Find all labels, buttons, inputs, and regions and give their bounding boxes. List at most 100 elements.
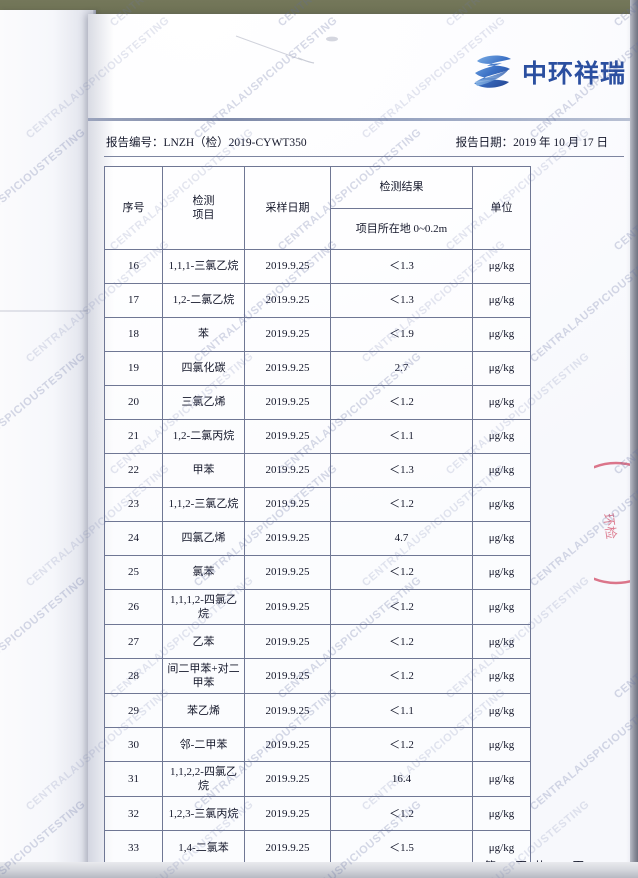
row-item: 三氯乙烯 [162,385,245,420]
row-no: 28 [104,658,163,695]
row-result: ＜1.3 [330,283,473,318]
row-no: 18 [104,317,163,352]
row-date: 2019.9.25 [244,487,331,522]
row-item: 四氯化碳 [162,351,245,386]
stylized-z-swoosh-logo-icon [473,55,511,88]
row-item: 苯乙烯 [162,693,245,729]
row-date: 2019.9.25 [244,521,331,556]
row-result: ＜1.2 [330,588,473,626]
row-item: 邻-二甲苯 [162,727,245,763]
row-result: ＜1.2 [330,658,473,695]
row-unit: μg/kg [472,419,531,454]
table-row: 19 四氯化碳 2019.9.25 2.7 μg/kg [104,351,531,386]
header-date: 采样日期 [244,166,331,250]
row-no: 30 [104,727,163,763]
row-unit: μg/kg [472,555,531,590]
row-unit: μg/kg [472,249,531,284]
row-unit: μg/kg [472,351,531,386]
row-date: 2019.9.25 [244,555,331,590]
report-number: 报告编号：LNZH（检）2019-CYWT350 [106,137,307,149]
row-result: ＜1.2 [330,624,473,660]
row-unit: μg/kg [472,624,531,660]
row-no: 29 [104,693,163,729]
row-no: 24 [104,521,163,556]
row-item: 乙苯 [162,624,245,660]
row-unit: μg/kg [472,693,531,729]
row-no: 23 [104,487,163,522]
row-date: 2019.9.25 [244,830,331,866]
row-result: ＜1.2 [330,487,473,522]
table-row: 33 1,4-二氯苯 2019.9.25 ＜1.5 μg/kg [104,830,531,866]
table-row: 26 1,1,1,2-四氯乙烷 2019.9.25 ＜1.2 μg/kg [104,588,531,626]
row-unit: μg/kg [472,317,531,352]
table-row: 30 邻-二甲苯 2019.9.25 ＜1.2 μg/kg [104,727,531,763]
company-logo: 中环祥瑞 [471,52,626,92]
row-item: 1,1,2-三氯乙烷 [162,487,245,522]
table-row: 21 1,2-二氯丙烷 2019.9.25 ＜1.1 μg/kg [104,419,531,454]
row-item: 甲苯 [162,453,245,488]
row-result: ＜1.2 [330,555,473,590]
document-content: 中环祥瑞 报告编号：LNZH（检）2019-CYWT350 报告日期：2019 … [88,14,638,878]
table-header: 序号 检测 项目 采样日期 检测结果 单位 项目所在地 0~0.2m [104,166,531,250]
table-row: 28 间二甲苯+对二甲苯 2019.9.25 ＜1.2 μg/kg [104,658,531,695]
row-no: 26 [104,588,163,626]
table-row: 29 苯乙烯 2019.9.25 ＜1.1 μg/kg [104,693,531,729]
row-no: 31 [104,761,163,798]
row-no: 32 [104,796,163,832]
svg-text:环检: 环检 [600,512,618,540]
page-bottom-edge [0,862,638,878]
report-date: 报告日期：2019 年 10 月 17 日 [455,137,608,149]
row-no: 17 [104,283,163,318]
row-no: 22 [104,453,163,488]
header-unit: 单位 [472,166,531,250]
row-result: ＜1.3 [330,453,473,488]
row-item: 间二甲苯+对二甲苯 [162,658,245,695]
row-result: ＜1.2 [330,727,473,763]
row-unit: μg/kg [472,487,531,522]
row-date: 2019.9.25 [244,658,331,695]
row-result: ＜1.2 [330,385,473,420]
header-rule [88,118,638,121]
meta-underline [104,156,624,157]
page-fold-line [0,310,96,312]
table-row: 31 1,1,2,2-四氯乙烷 2019.9.25 16.4 μg/kg [104,761,531,798]
row-item: 四氯乙烯 [162,521,245,556]
table-row: 23 1,1,2-三氯乙烷 2019.9.25 ＜1.2 μg/kg [104,487,531,522]
row-result: ＜1.9 [330,317,473,352]
header-no: 序号 [104,166,163,250]
row-item: 1,2-二氯丙烷 [162,419,245,454]
header-item: 检测 项目 [162,166,245,250]
row-unit: μg/kg [472,727,531,763]
row-unit: μg/kg [472,521,531,556]
row-result: ＜1.3 [330,249,473,284]
row-item: 1,1,1-三氯乙烷 [162,249,245,284]
row-item: 1,2,3-三氯丙烷 [162,796,245,832]
table-row: 32 1,2,3-三氯丙烷 2019.9.25 ＜1.2 μg/kg [104,796,531,832]
row-no: 19 [104,351,163,386]
header-row-2: 项目所在地 0~0.2m [105,207,531,250]
report-meta-row: 报告编号：LNZH（检）2019-CYWT350 报告日期：2019 年 10 … [106,134,626,150]
header-result-group: 检测结果 [330,166,473,209]
row-date: 2019.9.25 [244,727,331,763]
row-date: 2019.9.25 [244,385,331,420]
table-row: 20 三氯乙烯 2019.9.25 ＜1.2 μg/kg [104,385,531,420]
header-row-1: 序号 检测 项目 采样日期 检测结果 单位 [104,166,531,250]
previous-page-edge [0,10,96,870]
row-result: ＜1.2 [330,796,473,832]
row-item: 氯苯 [162,555,245,590]
row-date: 2019.9.25 [244,317,331,352]
row-result: ＜1.5 [330,830,473,866]
row-item: 1,2-二氯乙烷 [162,283,245,318]
table-body: 16 1,1,1-三氯乙烷 2019.9.25 ＜1.3 μg/kg 17 1,2-二氯乙烷… [104,249,531,878]
pen-scribble-artifact [235,35,338,64]
row-item: 1,1,1,2-四氯乙烷 [162,588,245,626]
row-unit: μg/kg [472,283,531,318]
row-date: 2019.9.25 [244,419,331,454]
page-right-edge [630,0,638,878]
row-item: 1,1,2,2-四氯乙烷 [162,761,245,798]
row-no: 21 [104,419,163,454]
row-result: 4.7 [330,521,473,556]
row-unit: μg/kg [472,830,531,866]
table-row: 22 甲苯 2019.9.25 ＜1.3 μg/kg [104,453,531,488]
